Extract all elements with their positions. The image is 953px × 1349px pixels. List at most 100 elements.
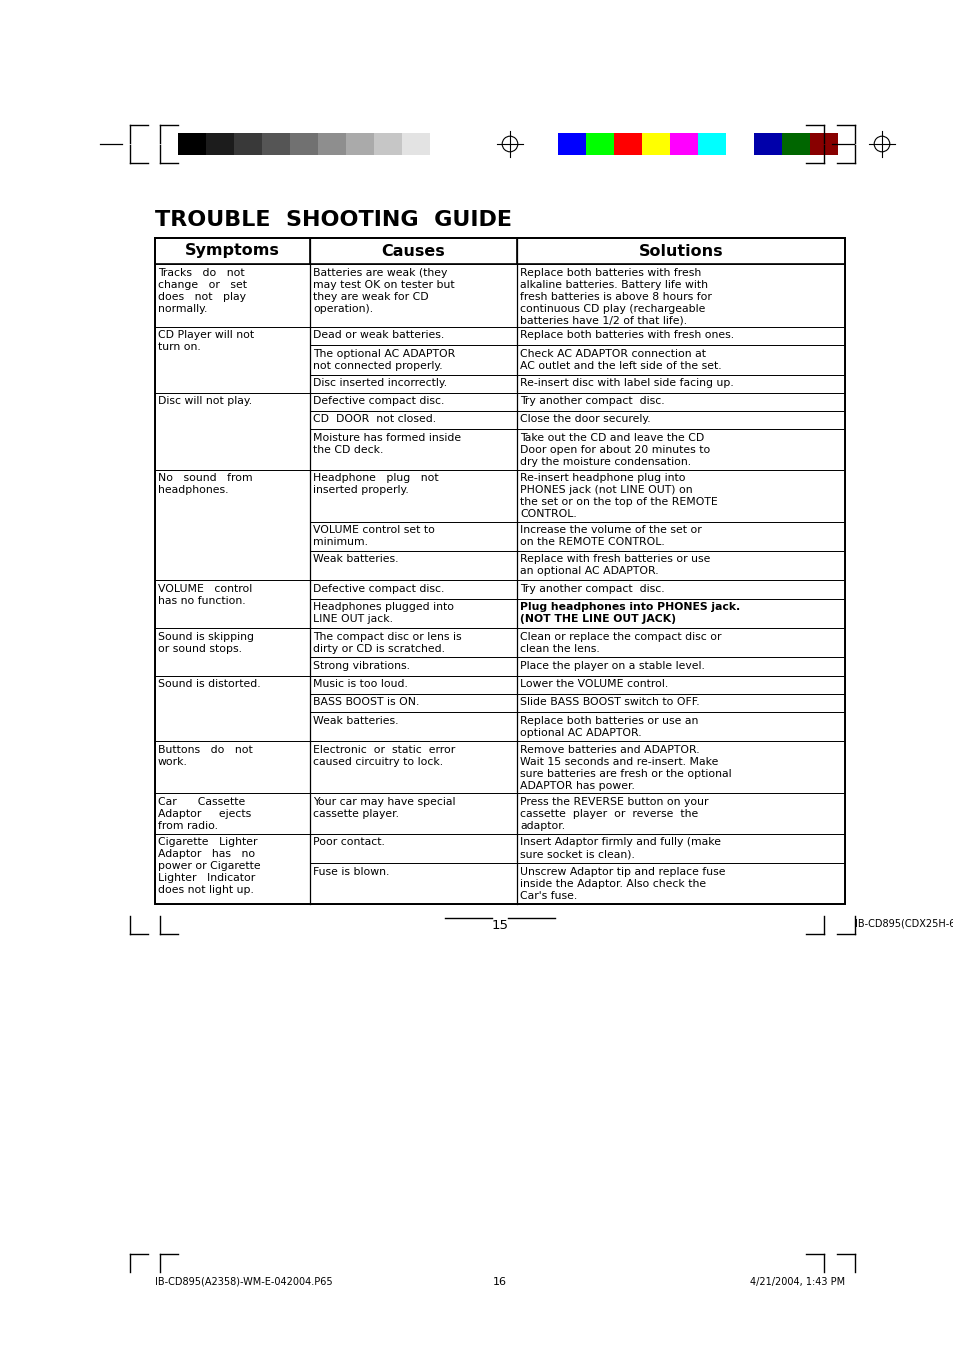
Bar [154,469,310,580]
Bar [310,345,517,375]
Text: Sound is distorted.: Sound is distorted. [158,679,260,689]
Bar [346,134,374,155]
Text: CD Player will not
turn on.: CD Player will not turn on. [158,331,253,352]
Text: Re-insert headphone plug into
PHONES jack (not LINE OUT) on
the set or on the to: Re-insert headphone plug into PHONES jac… [519,473,717,519]
Bar [154,326,310,393]
Bar [517,834,844,863]
Text: Replace both batteries with fresh ones.: Replace both batteries with fresh ones. [519,331,734,340]
Text: Cigarette   Lighter
Adaptor   has   no
power or Cigarette
Lighter   Indicator
do: Cigarette Lighter Adaptor has no power o… [158,838,260,896]
Bar [517,693,844,712]
Text: Batteries are weak (they
may test OK on tester but
they are weak for CD
operatio: Batteries are weak (they may test OK on … [313,267,455,313]
Text: Replace both batteries or use an
optional AC ADAPTOR.: Replace both batteries or use an optiona… [519,715,698,738]
Text: IB-CD895(CDX25H-60K8)-WM-E-042004: IB-CD895(CDX25H-60K8)-WM-E-042004 [854,919,953,929]
Text: Tracks   do   not
change   or   set
does   not   play
normally.: Tracks do not change or set does not pla… [158,267,247,313]
Text: Your car may have special
cassette player.: Your car may have special cassette playe… [313,797,455,819]
Bar [517,657,844,676]
Bar [154,834,310,904]
Bar [641,134,669,155]
Text: Disc inserted incorrectly.: Disc inserted incorrectly. [313,378,447,389]
Text: Clean or replace the compact disc or
clean the lens.: Clean or replace the compact disc or cle… [519,631,720,653]
Bar [154,742,310,793]
Bar [317,134,346,155]
Bar [154,676,310,742]
Bar [310,742,517,793]
Text: Sound is skipping
or sound stops.: Sound is skipping or sound stops. [158,631,253,653]
Text: Solutions: Solutions [638,244,722,259]
Bar [517,580,844,599]
Bar [517,863,844,904]
Bar [374,134,401,155]
Bar [517,469,844,522]
Text: Symptoms: Symptoms [185,244,279,259]
Text: Music is too loud.: Music is too loud. [313,679,408,689]
Text: Moisture has formed inside
the CD deck.: Moisture has formed inside the CD deck. [313,433,460,455]
Bar [310,712,517,742]
Text: 4/21/2004, 1:43 PM: 4/21/2004, 1:43 PM [749,1278,844,1287]
Text: Strong vibrations.: Strong vibrations. [313,661,410,670]
Text: Weak batteries.: Weak batteries. [313,715,398,726]
Bar [310,550,517,580]
Bar [430,134,457,155]
Text: Headphone   plug   not
inserted properly.: Headphone plug not inserted properly. [313,473,438,495]
Bar [517,599,844,629]
Text: Poor contact.: Poor contact. [313,838,384,847]
Text: Press the REVERSE button on your
cassette  player  or  reverse  the
adaptor.: Press the REVERSE button on your cassett… [519,797,708,831]
Text: Slide BASS BOOST switch to OFF.: Slide BASS BOOST switch to OFF. [519,697,699,707]
Bar [310,522,517,550]
Bar [517,411,844,429]
Bar [725,134,753,155]
Text: Electronic  or  static  error
caused circuitry to lock.: Electronic or static error caused circui… [313,745,455,766]
Text: Place the player on a stable level.: Place the player on a stable level. [519,661,704,670]
Text: 16: 16 [493,1278,506,1287]
Bar [517,522,844,550]
Bar [517,326,844,345]
Bar [517,742,844,793]
Text: 15: 15 [491,919,508,932]
Text: VOLUME   control
has no function.: VOLUME control has no function. [158,584,252,606]
Bar [809,134,837,155]
Text: TROUBLE  SHOOTING  GUIDE: TROUBLE SHOOTING GUIDE [154,210,512,229]
Text: Check AC ADAPTOR connection at
AC outlet and the left side of the set.: Check AC ADAPTOR connection at AC outlet… [519,348,720,371]
Bar [310,599,517,629]
Text: Causes: Causes [381,244,445,259]
Bar [310,834,517,863]
Bar [310,580,517,599]
Text: Defective compact disc.: Defective compact disc. [313,584,444,594]
Bar [154,393,310,469]
Text: The compact disc or lens is
dirty or CD is scratched.: The compact disc or lens is dirty or CD … [313,631,461,653]
Bar [262,134,290,155]
Bar [154,629,310,676]
Text: The optional AC ADAPTOR
not connected properly.: The optional AC ADAPTOR not connected pr… [313,348,455,371]
Text: Try another compact  disc.: Try another compact disc. [519,584,664,594]
Bar [310,469,517,522]
Text: Headphones plugged into
LINE OUT jack.: Headphones plugged into LINE OUT jack. [313,602,454,625]
Text: Replace both batteries with fresh
alkaline batteries. Battery life with
fresh ba: Replace both batteries with fresh alkali… [519,267,711,325]
Bar [310,863,517,904]
Text: Dead or weak batteries.: Dead or weak batteries. [313,331,444,340]
Text: Unscrew Adaptor tip and replace fuse
inside the Adaptor. Also check the
Car's fu: Unscrew Adaptor tip and replace fuse ins… [519,866,724,901]
Text: Defective compact disc.: Defective compact disc. [313,397,444,406]
Text: Buttons   do   not
work.: Buttons do not work. [158,745,253,766]
Bar [178,134,206,155]
Bar [154,237,844,904]
Bar [517,345,844,375]
Text: BASS BOOST is ON.: BASS BOOST is ON. [313,697,419,707]
Bar [517,712,844,742]
Bar [753,134,781,155]
Text: VOLUME control set to
minimum.: VOLUME control set to minimum. [313,525,435,548]
Bar [310,411,517,429]
Text: No   sound   from
headphones.: No sound from headphones. [158,473,253,495]
Bar [154,793,310,834]
Bar [517,550,844,580]
Text: CD  DOOR  not closed.: CD DOOR not closed. [313,414,436,425]
Text: Remove batteries and ADAPTOR.
Wait 15 seconds and re-insert. Make
sure batteries: Remove batteries and ADAPTOR. Wait 15 se… [519,745,731,791]
Bar [310,375,517,393]
Text: Lower the VOLUME control.: Lower the VOLUME control. [519,679,667,689]
Bar [517,375,844,393]
Text: Increase the volume of the set or
on the REMOTE CONTROL.: Increase the volume of the set or on the… [519,525,701,548]
Text: Insert Adaptor firmly and fully (make
sure socket is clean).: Insert Adaptor firmly and fully (make su… [519,838,720,859]
Text: Re-insert disc with label side facing up.: Re-insert disc with label side facing up… [519,378,733,389]
Bar [310,629,517,657]
Bar [310,657,517,676]
Bar [310,676,517,693]
